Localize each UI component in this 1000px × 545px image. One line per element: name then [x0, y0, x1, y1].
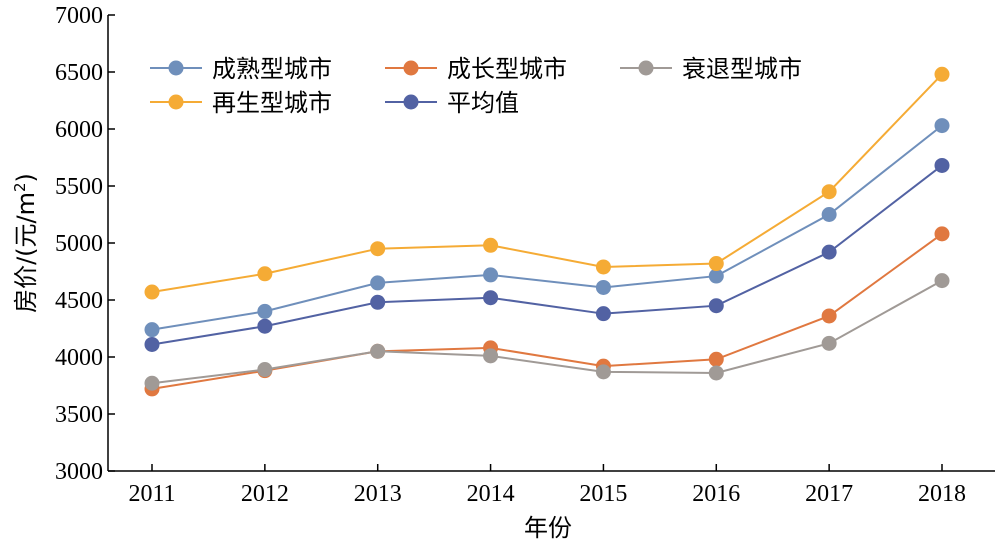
- y-tick-label: 4000: [55, 345, 103, 371]
- y-axis-title-close: ): [12, 173, 40, 182]
- data-point: [595, 279, 611, 295]
- data-point: [595, 364, 611, 380]
- data-point: [483, 267, 499, 283]
- series-line: [151, 73, 943, 294]
- data-point: [708, 268, 724, 284]
- x-tick-label: 2013: [354, 481, 402, 507]
- legend-swatch-marker: [168, 60, 184, 76]
- legend-label: 成长型城市: [447, 55, 567, 83]
- data-point: [370, 343, 386, 359]
- data-point: [257, 303, 273, 319]
- series-5: [144, 157, 950, 352]
- data-point: [934, 118, 950, 134]
- y-tick-label: 5500: [55, 174, 103, 200]
- data-point: [370, 241, 386, 257]
- data-point: [595, 306, 611, 322]
- y-tick-label: 3000: [55, 459, 103, 485]
- x-tick-label: 2012: [241, 481, 289, 507]
- legend-label: 再生型城市: [212, 89, 332, 117]
- y-axis-title-main: 房价/(元/m: [12, 192, 40, 313]
- data-point: [708, 256, 724, 272]
- data-point: [483, 237, 499, 253]
- legend-swatch-marker: [403, 94, 419, 110]
- data-point: [821, 207, 837, 222]
- series-line: [151, 279, 943, 385]
- x-tick-label: 2017: [805, 481, 853, 507]
- axes: [107, 15, 995, 472]
- data-point: [821, 308, 837, 324]
- data-point: [821, 244, 837, 260]
- legend-swatch-marker: [403, 60, 419, 76]
- data-point: [144, 284, 160, 300]
- data-point: [934, 226, 950, 242]
- legend-item: 成长型城市: [385, 55, 567, 83]
- legend-item: 再生型城市: [150, 89, 332, 117]
- series-group: [144, 66, 950, 397]
- data-point: [144, 336, 160, 352]
- x-ticks: 2011 2012 2013 2014 2015 2016 2017 2018: [128, 464, 966, 507]
- x-tick-label: 2015: [579, 481, 627, 507]
- legend-label: 衰退型城市: [682, 55, 802, 83]
- x-tick-label: 2018: [918, 481, 966, 507]
- data-point: [595, 259, 611, 275]
- legend-swatch-marker: [638, 60, 654, 76]
- legend-label: 成熟型城市: [212, 55, 332, 83]
- series-line: [151, 124, 943, 331]
- data-point: [257, 318, 273, 334]
- series-3: [144, 273, 950, 391]
- legend-item: 衰退型城市: [620, 55, 802, 83]
- data-point: [483, 290, 499, 306]
- y-tick-label: 5000: [55, 231, 103, 257]
- data-point: [821, 184, 837, 200]
- data-point: [370, 275, 386, 291]
- series-4: [144, 66, 950, 300]
- data-point: [821, 335, 837, 351]
- x-tick-label: 2016: [692, 481, 740, 507]
- data-point: [483, 348, 499, 364]
- x-tick-label: 2014: [467, 481, 515, 507]
- y-ticks: 3000 3500 4000 4500 5000 5500 6000 6500 7000: [55, 3, 115, 485]
- y-tick-label: 3500: [55, 402, 103, 428]
- y-tick-label: 7000: [55, 3, 103, 29]
- legend-swatch-marker: [168, 94, 184, 110]
- data-point: [370, 294, 386, 310]
- y-tick-label: 6000: [55, 117, 103, 143]
- y-tick-label: 4500: [55, 288, 103, 314]
- data-point: [257, 266, 273, 282]
- data-point: [934, 157, 950, 173]
- data-point: [708, 365, 724, 381]
- x-axis-title: 年份: [524, 514, 572, 542]
- legend-item: 平均值: [385, 89, 519, 117]
- data-point: [708, 298, 724, 314]
- data-point: [144, 322, 160, 338]
- legend-item: 成熟型城市: [150, 55, 332, 83]
- legend-label: 平均值: [447, 89, 519, 117]
- y-axis-title: 房价/(元/m2): [11, 173, 40, 313]
- y-axis-title-sup: 2: [11, 182, 29, 192]
- x-tick-label: 2011: [128, 481, 175, 507]
- data-point: [934, 273, 950, 289]
- data-point: [144, 375, 160, 391]
- series-line: [151, 164, 943, 346]
- y-tick-label: 6500: [55, 60, 103, 86]
- data-point: [257, 362, 273, 378]
- series-1: [144, 118, 950, 338]
- data-point: [934, 66, 950, 82]
- data-point: [708, 351, 724, 367]
